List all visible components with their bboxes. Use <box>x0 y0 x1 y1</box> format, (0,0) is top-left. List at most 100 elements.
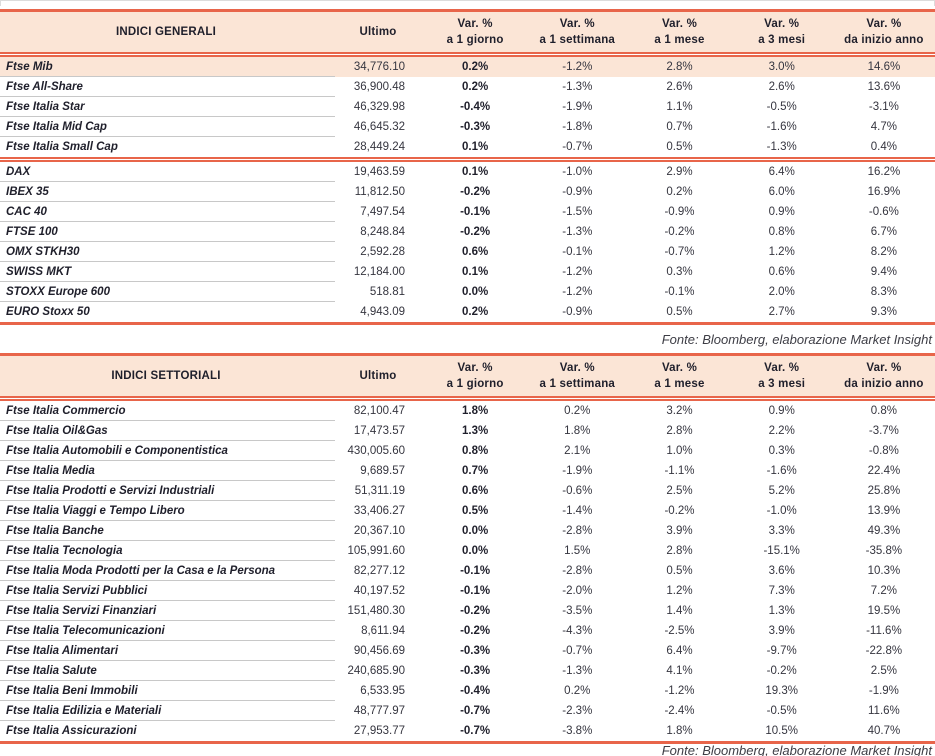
var-pct-cell-da-inizio-anno: -11.6% <box>866 625 902 637</box>
var-pct-cell-a-1-mese: 0.5% <box>666 141 693 153</box>
var-pct-cell-a-3-mesi: -9.7% <box>766 645 797 657</box>
column-header-var-a-3-mesi: Var. % a 3 mesi <box>758 362 806 390</box>
var-pct-cell-a-3-mesi: -1.6% <box>766 465 797 477</box>
var-pct-cell-da-inizio-anno: 7.2% <box>870 585 897 597</box>
table-row: CAC 40 7,497.54 -0.1% -1.5% -0.9% 0.9% -0.6% <box>0 202 935 222</box>
var-pct-cell-a-3-mesi: 3.0% <box>768 61 795 73</box>
var-pct-cell-a-1-giorno: -0.1% <box>460 206 491 218</box>
var-pct-cell-a-1-mese: -1.2% <box>664 685 695 697</box>
var-pct-cell-a-3-mesi: 6.4% <box>768 166 795 178</box>
var-pct-cell-a-1-giorno: -0.3% <box>460 121 491 133</box>
table-row: Ftse Italia Edilizia e Materiali 48,777.9… <box>0 701 935 721</box>
index-name-cell: SWISS MKT <box>6 266 72 278</box>
table-row: Ftse Italia Beni Immobili 6,533.95 -0.4% 0.… <box>0 681 935 701</box>
var-pct-cell-da-inizio-anno: 13.6% <box>867 81 901 93</box>
table-row: IBEX 35 11,812.50 -0.2% -0.9% 0.2% 6.0% 16.9% <box>0 182 935 202</box>
var-pct-cell-a-1-settimana: -1.2% <box>562 266 593 278</box>
var-pct-cell-a-1-giorno: -0.2% <box>460 226 491 238</box>
var-pct-cell-a-1-mese: 1.2% <box>666 585 693 597</box>
var-pct-cell-a-3-mesi: -15.1% <box>763 545 800 557</box>
last-price-cell: 51,311.19 <box>354 485 405 497</box>
var-pct-cell-a-1-mese: -0.9% <box>664 206 695 218</box>
var-pct-cell-da-inizio-anno: 2.5% <box>870 665 897 677</box>
header-bottom-rule <box>0 52 935 57</box>
var-pct-cell-a-1-giorno: 1.3% <box>461 425 489 437</box>
index-name-cell: Ftse Italia Star <box>6 101 85 113</box>
var-pct-cell-da-inizio-anno: 0.4% <box>870 141 897 153</box>
last-price-cell: 2,592.28 <box>360 246 405 258</box>
table-bottom-rule <box>0 322 935 325</box>
var-pct-cell-a-1-settimana: -3.8% <box>562 725 593 737</box>
var-pct-cell-a-1-giorno: 0.6% <box>461 485 489 497</box>
table-row: Ftse Italia Prodotti e Servizi Industria… <box>0 481 935 501</box>
index-name-cell: IBEX 35 <box>6 186 49 198</box>
table-title: INDICI SETTORIALI <box>111 370 221 382</box>
table-row: Ftse Italia Star 46,329.98 -0.4% -1.9% 1.1% -… <box>0 97 935 117</box>
last-price-cell: 20,367.10 <box>353 525 405 537</box>
column-header-var-da-inizio-anno: Var. % da inizio anno <box>844 362 924 390</box>
var-pct-cell-a-1-settimana: -1.5% <box>562 206 593 218</box>
general-indices-table: INDICI GENERALI Ultimo Var. % a 1 giorno V… <box>0 9 935 325</box>
last-price-cell: 46,645.32 <box>353 121 405 133</box>
table-row: Ftse Mib 34,776.10 0.2% -1.2% 2.8% 3.0% 14.6% <box>0 57 935 77</box>
var-pct-cell-da-inizio-anno: -0.6% <box>868 206 899 218</box>
var-pct-cell-a-1-settimana: -1.3% <box>562 226 593 238</box>
index-name-cell: CAC 40 <box>6 206 47 218</box>
last-price-cell: 6,533.95 <box>360 685 405 697</box>
index-name-cell: Ftse Italia Small Cap <box>6 141 118 153</box>
table-row: Ftse Italia Alimentari 90,456.69 -0.3% -0.7… <box>0 641 935 661</box>
var-pct-cell-a-1-giorno: 0.1% <box>461 266 489 278</box>
var-pct-cell-da-inizio-anno: -0.8% <box>868 445 899 457</box>
table-row: Ftse Italia Commercio 82,100.47 1.8% 0.2% 3.… <box>0 401 935 421</box>
var-pct-cell-da-inizio-anno: 49.3% <box>867 525 901 537</box>
column-header-ultimo: Ultimo <box>359 26 397 38</box>
var-pct-cell-a-1-settimana: -2.3% <box>562 705 593 717</box>
table-body: Ftse Italia Commercio 82,100.47 1.8% 0.2% 3.… <box>0 401 935 741</box>
var-pct-cell-a-1-giorno: -0.4% <box>460 685 491 697</box>
table-bottom-rule <box>0 741 935 744</box>
table-header-row: INDICI SETTORIALI Ultimo Var. % a 1 giorn… <box>0 356 935 396</box>
source-note: Fonte: Bloomberg, elaborazione Market In… <box>661 742 932 756</box>
var-pct-cell-da-inizio-anno: 16.9% <box>867 186 901 198</box>
index-name-cell: STOXX Europe 600 <box>6 286 110 298</box>
var-pct-cell-a-1-mese: 2.6% <box>666 81 693 93</box>
var-pct-cell-da-inizio-anno: -3.1% <box>868 101 899 113</box>
var-pct-cell-a-1-settimana: 0.2% <box>564 405 591 417</box>
index-name-cell: DAX <box>6 166 31 178</box>
var-pct-cell-a-1-giorno: 0.2% <box>461 306 489 318</box>
index-name-cell: FTSE 100 <box>6 226 58 238</box>
var-pct-cell-a-1-mese: -0.7% <box>664 246 695 258</box>
var-pct-cell-a-3-mesi: 1.2% <box>768 246 795 258</box>
index-name-cell: Ftse Italia Salute <box>6 665 97 677</box>
var-pct-cell-a-3-mesi: 5.2% <box>768 485 795 497</box>
var-pct-cell-a-1-mese: 0.7% <box>666 121 693 133</box>
var-pct-cell-a-1-settimana: -2.8% <box>562 525 593 537</box>
var-pct-cell-a-1-settimana: -0.1% <box>562 246 593 258</box>
column-header-var-a-1-settimana: Var. % a 1 settimana <box>539 18 616 46</box>
var-pct-cell-da-inizio-anno: 16.2% <box>867 166 901 178</box>
last-price-cell: 9,689.57 <box>360 465 405 477</box>
last-price-cell: 40,197.52 <box>353 585 405 597</box>
var-pct-cell-a-3-mesi: 19.3% <box>765 685 798 697</box>
var-pct-cell-da-inizio-anno: 9.3% <box>870 306 897 318</box>
var-pct-cell-da-inizio-anno: 11.6% <box>868 705 900 717</box>
var-pct-cell-da-inizio-anno: 13.9% <box>867 505 901 517</box>
sector-indices-table: INDICI SETTORIALI Ultimo Var. % a 1 giorn… <box>0 353 935 744</box>
var-pct-cell-a-1-giorno: -0.7% <box>460 725 491 737</box>
var-pct-cell-da-inizio-anno: 6.7% <box>870 226 897 238</box>
last-price-cell: 105,991.60 <box>347 545 405 557</box>
var-pct-cell-a-1-giorno: 1.8% <box>461 405 489 417</box>
header-bottom-rule <box>0 396 935 401</box>
var-pct-cell-a-1-mese: 2.8% <box>666 61 693 73</box>
source-row: Fonte: Bloomberg, elaborazione Market In… <box>0 325 935 353</box>
last-price-cell: 151,480.30 <box>347 605 405 617</box>
var-pct-cell-da-inizio-anno: 0.8% <box>870 405 897 417</box>
var-pct-cell-da-inizio-anno: 8.3% <box>870 286 897 298</box>
table-row: Ftse Italia Servizi Finanziari 151,480.30… <box>0 601 935 621</box>
var-pct-cell-a-1-mese: 2.8% <box>666 425 693 437</box>
index-name-cell: Ftse Mib <box>6 61 53 73</box>
table-row: Ftse Italia Viaggi e Tempo Libero 33,406.… <box>0 501 935 521</box>
last-price-cell: 11,812.50 <box>354 186 405 198</box>
last-price-cell: 82,100.47 <box>353 405 405 417</box>
